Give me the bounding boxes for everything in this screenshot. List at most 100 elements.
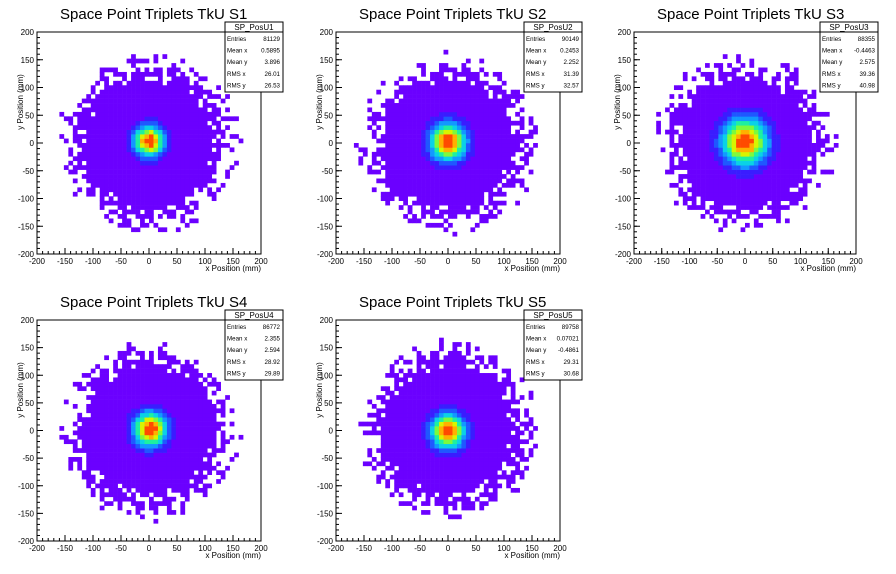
histogram-bin bbox=[86, 165, 92, 170]
histogram-bin bbox=[207, 470, 213, 475]
histogram-bin bbox=[425, 390, 431, 396]
histogram-bin bbox=[425, 386, 431, 392]
histogram-bin bbox=[758, 178, 764, 184]
histogram-bin bbox=[189, 116, 195, 122]
histogram-bin bbox=[430, 448, 435, 453]
histogram-bin bbox=[713, 63, 719, 68]
histogram-bin bbox=[731, 147, 737, 153]
histogram-bin bbox=[784, 169, 790, 175]
histogram-bin bbox=[461, 143, 467, 148]
histogram-bin bbox=[727, 178, 732, 184]
histogram-bin bbox=[416, 85, 422, 91]
histogram-bin bbox=[385, 412, 391, 418]
histogram-bin bbox=[784, 147, 790, 153]
histogram-bin bbox=[718, 147, 724, 153]
histogram-bin bbox=[403, 443, 408, 449]
histogram-bin bbox=[448, 474, 453, 480]
histogram-bin bbox=[108, 439, 114, 445]
histogram-bin bbox=[189, 403, 195, 409]
histogram-bin bbox=[448, 209, 453, 215]
histogram-bin bbox=[528, 151, 534, 157]
stats-value: -0.4463 bbox=[854, 48, 876, 55]
histogram-bin bbox=[758, 200, 764, 206]
histogram-bin bbox=[144, 452, 150, 458]
histogram-bin bbox=[376, 412, 382, 418]
histogram-bin bbox=[736, 89, 741, 95]
histogram-bin bbox=[439, 98, 444, 104]
histogram-bin bbox=[461, 457, 467, 462]
histogram-bin bbox=[157, 182, 163, 188]
histogram-bin bbox=[470, 434, 476, 440]
histogram-bin bbox=[376, 111, 382, 117]
histogram-bin bbox=[77, 430, 83, 436]
histogram-bin bbox=[193, 434, 199, 440]
histogram-bin bbox=[789, 196, 795, 202]
histogram-bin bbox=[421, 355, 426, 361]
histogram-bin bbox=[461, 470, 467, 475]
histogram-bin bbox=[483, 71, 489, 77]
histogram-bin bbox=[131, 408, 136, 414]
histogram-bin bbox=[180, 434, 186, 440]
histogram-bin bbox=[108, 165, 114, 170]
histogram-bin bbox=[153, 452, 159, 458]
histogram-bin bbox=[122, 377, 127, 383]
histogram-bin bbox=[474, 368, 480, 374]
histogram-bin bbox=[135, 457, 141, 462]
histogram-bin bbox=[189, 412, 195, 418]
histogram-bin bbox=[77, 120, 83, 126]
histogram-bin bbox=[131, 465, 136, 471]
histogram-bin bbox=[104, 129, 109, 135]
histogram-bin bbox=[398, 355, 404, 361]
histogram-bin bbox=[465, 107, 471, 113]
histogram-bin bbox=[131, 501, 136, 506]
histogram-bin bbox=[140, 505, 145, 511]
histogram-bin bbox=[434, 111, 440, 117]
histogram-bin bbox=[802, 191, 808, 197]
histogram-bin bbox=[479, 505, 485, 511]
histogram-bin bbox=[705, 71, 710, 77]
histogram-bin bbox=[162, 399, 168, 405]
histogram-bin bbox=[727, 143, 732, 148]
histogram-bin bbox=[439, 342, 444, 347]
histogram-bin bbox=[745, 156, 750, 162]
histogram-bin bbox=[452, 98, 458, 104]
histogram-bin bbox=[389, 474, 395, 480]
histogram-bin bbox=[380, 461, 386, 467]
histogram-bin bbox=[398, 492, 404, 498]
histogram-bin bbox=[104, 439, 109, 445]
histogram-bin bbox=[394, 125, 400, 130]
histogram-bin bbox=[153, 80, 159, 86]
histogram-bin bbox=[722, 160, 728, 166]
histogram-bin bbox=[753, 174, 759, 179]
histogram-bin bbox=[126, 368, 132, 374]
histogram-bin bbox=[81, 125, 87, 130]
histogram-bin bbox=[705, 178, 710, 184]
histogram-bin bbox=[497, 209, 503, 215]
histogram-bin bbox=[398, 426, 404, 431]
histogram-bin bbox=[740, 103, 746, 108]
histogram-bin bbox=[474, 103, 480, 108]
histogram-bin bbox=[470, 483, 476, 489]
histogram-bin bbox=[189, 483, 195, 489]
histogram-bin bbox=[135, 67, 141, 73]
histogram-bin bbox=[448, 103, 453, 108]
histogram-bin bbox=[126, 457, 132, 462]
histogram-bin bbox=[162, 196, 168, 202]
histogram-bin bbox=[425, 461, 431, 467]
histogram-bin bbox=[682, 191, 688, 197]
histogram-bin bbox=[439, 94, 444, 99]
histogram-bin bbox=[207, 457, 213, 462]
histogram-bin bbox=[749, 174, 755, 179]
histogram-bin bbox=[416, 403, 422, 409]
histogram-bin bbox=[86, 395, 92, 400]
histogram-bin bbox=[157, 403, 163, 409]
histogram-bin bbox=[421, 214, 426, 219]
histogram-bin bbox=[153, 510, 159, 515]
histogram-bin bbox=[104, 165, 109, 170]
histogram-bin bbox=[68, 461, 74, 467]
histogram-bin bbox=[171, 63, 177, 68]
stats-value: 86772 bbox=[263, 324, 281, 331]
histogram-bin bbox=[135, 160, 141, 166]
histogram-bin bbox=[153, 412, 159, 418]
histogram-bin bbox=[122, 430, 127, 436]
